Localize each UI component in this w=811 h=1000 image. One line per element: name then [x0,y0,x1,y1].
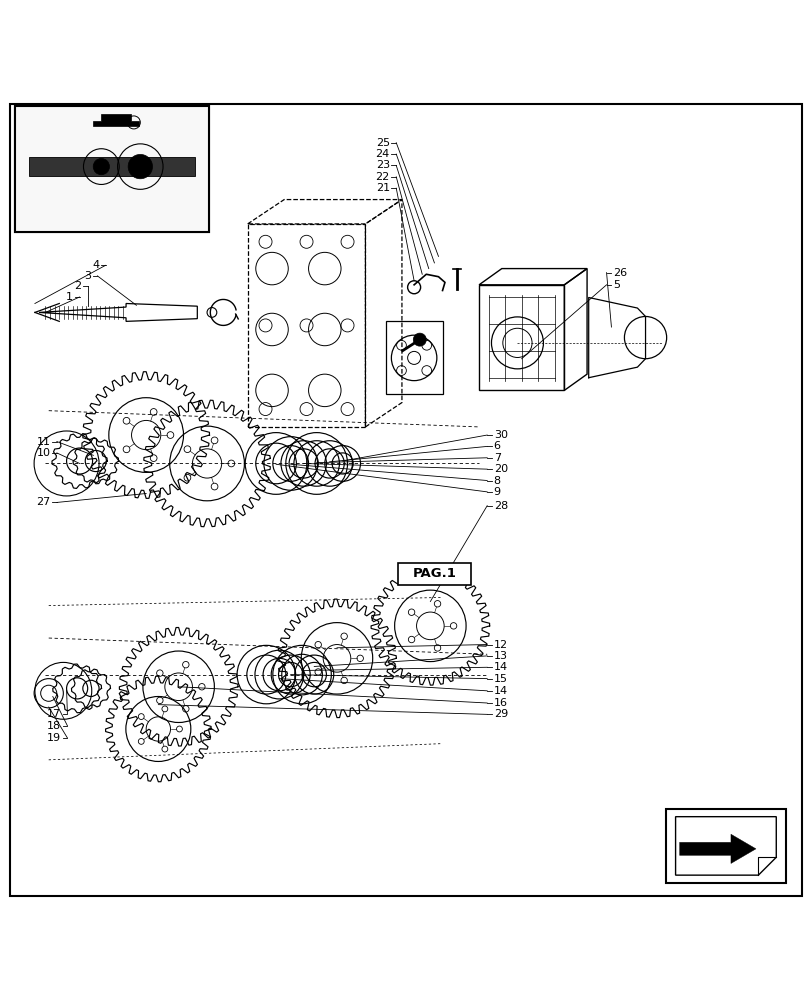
Text: 4: 4 [92,260,99,270]
Circle shape [93,158,109,175]
Text: 12: 12 [493,640,507,650]
Text: 30: 30 [493,430,507,440]
Text: 13: 13 [493,651,507,661]
Bar [665,809,785,883]
Bar [15,106,209,232]
Bar [478,285,564,390]
Text: 10: 10 [36,448,50,458]
Text: 17: 17 [47,709,61,719]
Text: 15: 15 [493,674,507,684]
Text: 23: 23 [375,160,389,170]
Text: 22: 22 [375,172,389,182]
Polygon shape [93,114,139,126]
Bar [29,157,195,176]
Text: 24: 24 [375,149,389,159]
Polygon shape [679,834,755,863]
Text: 6: 6 [493,441,500,451]
Text: 19: 19 [47,733,61,743]
Text: 21: 21 [375,183,389,193]
Text: 20: 20 [493,464,507,474]
Text: 27: 27 [36,497,50,507]
Text: 29: 29 [493,709,508,719]
Circle shape [128,154,152,179]
Text: 8: 8 [493,476,500,486]
Polygon shape [675,817,775,875]
Text: 25: 25 [375,138,389,148]
Text: 7: 7 [493,453,500,463]
Circle shape [413,333,426,346]
Text: PAG.1: PAG.1 [412,567,456,580]
Text: 5: 5 [612,280,620,290]
Bar [15,106,209,232]
Text: 14: 14 [493,662,507,672]
Text: 14: 14 [493,686,507,696]
Text: 26: 26 [612,268,626,278]
Text: 18: 18 [47,721,61,731]
Bar [247,224,365,427]
Text: 2: 2 [74,281,81,291]
Text: 9: 9 [493,487,500,497]
Bar [397,563,470,585]
Text: 28: 28 [493,501,508,511]
Text: 3: 3 [84,271,91,281]
Text: 11: 11 [36,437,50,447]
Bar [385,321,442,394]
Text: 16: 16 [493,698,507,708]
Text: 1: 1 [66,292,73,302]
